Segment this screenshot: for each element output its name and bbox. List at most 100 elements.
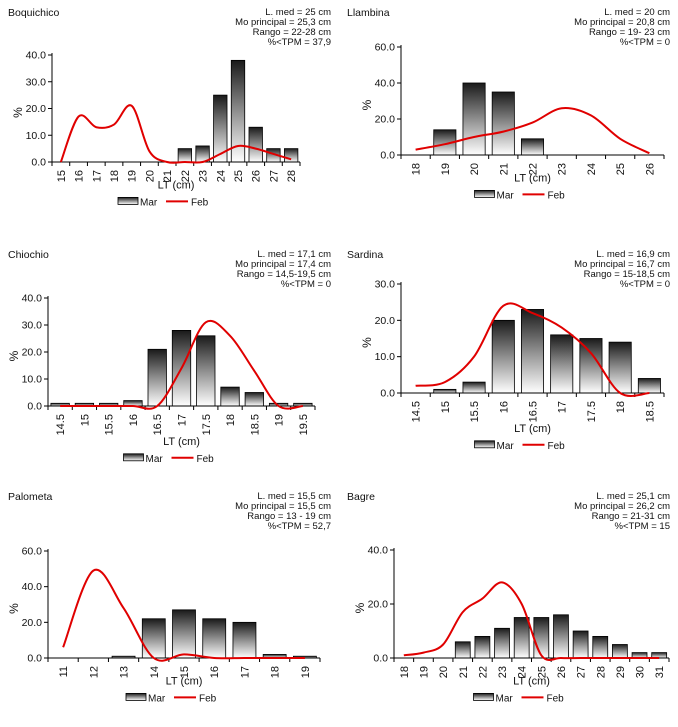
bar-mar <box>474 635 491 659</box>
stat-line: L. med = 15,5 cm <box>257 491 331 502</box>
bar-mar <box>592 635 609 659</box>
y-tick-label: 20.0 <box>26 103 47 115</box>
x-tick-label: 20 <box>144 170 156 182</box>
chart-title: Boquichico <box>8 7 60 19</box>
legend-bar-label: Mar <box>148 693 166 704</box>
x-axis-label: LT (cm) <box>513 675 550 687</box>
x-tick-label: 30 <box>635 666 647 678</box>
stat-line: L. med = 20 cm <box>604 7 670 18</box>
y-tick-label: 40.0 <box>22 293 43 305</box>
legend-bar-label: Mar <box>496 693 514 704</box>
y-tick-label: 0.0 <box>380 388 395 400</box>
x-tick-label: 20 <box>469 163 481 175</box>
stat-line: %<TPM = 37,9 <box>268 37 331 48</box>
bar-mar <box>520 138 545 156</box>
x-tick-label: 22 <box>528 163 540 175</box>
y-tick-label: 30.0 <box>26 76 47 88</box>
stat-line: Mo principal = 26,2 cm <box>574 501 670 512</box>
x-tick-label: 19.5 <box>298 414 310 435</box>
bar-mar <box>491 91 515 156</box>
y-axis-label: % <box>360 337 374 348</box>
x-tick-label: 24 <box>586 163 598 175</box>
stat-line: Mo principal = 25,3 cm <box>235 17 331 28</box>
legend: Mar Feb <box>123 453 214 465</box>
chart-panel-boquichico: Boquichico L. med = 25 cm Mo principal = 2… <box>0 0 339 242</box>
chart-title: Bagre <box>347 491 375 503</box>
stat-line: %<TPM = 15 <box>615 521 670 532</box>
x-tick-label: 22 <box>180 170 192 182</box>
stat-line: %<TPM = 0 <box>620 279 670 290</box>
x-tick-label: 17 <box>557 401 569 413</box>
x-tick-label: 21 <box>498 163 510 175</box>
x-tick-label: 15 <box>79 414 91 426</box>
x-tick-label: 18 <box>225 414 237 426</box>
y-tick-label: 30.0 <box>22 320 43 332</box>
x-tick-label: 18.5 <box>644 401 656 422</box>
x-tick-label: 17.5 <box>586 401 598 422</box>
y-tick-label: 10.0 <box>22 374 43 386</box>
x-tick-label: 25 <box>536 666 548 678</box>
stat-line: Rango = 14,5-19,5 cm <box>237 269 331 280</box>
x-tick-label: 16.5 <box>528 401 540 422</box>
chart-panel-llambina: Llambina L. med = 20 cm Mo principal = 20,… <box>339 0 678 242</box>
bar-mar <box>454 641 471 659</box>
x-tick-label: 18 <box>109 170 121 182</box>
y-tick-label: 40.0 <box>26 50 47 62</box>
y-tick-label: 60.0 <box>22 546 43 558</box>
stat-line: Rango = 15-18,5 cm <box>584 269 670 280</box>
stat-line: %<TPM = 0 <box>281 279 331 290</box>
stat-line: L. med = 25,1 cm <box>596 491 670 502</box>
legend: Mar Feb <box>125 692 217 704</box>
bar-mar <box>533 617 550 659</box>
line-feb <box>62 568 305 662</box>
bar-mar <box>141 618 166 659</box>
y-tick-label: 20.0 <box>22 617 43 629</box>
x-tick-label: 17 <box>177 414 189 426</box>
y-axis-label: % <box>11 107 25 118</box>
x-tick-label: 26 <box>644 163 656 175</box>
x-tick-label: 26 <box>251 170 263 182</box>
bar-mar <box>550 334 574 394</box>
x-tick-label: 14.5 <box>55 414 67 435</box>
x-tick-label: 12 <box>88 666 100 678</box>
line-feb <box>415 302 650 397</box>
stat-line: Mo principal = 17,4 cm <box>235 259 331 270</box>
legend-bar-label: Mar <box>146 454 164 465</box>
x-tick-label: 18 <box>615 401 627 413</box>
y-tick-label: 0.0 <box>31 157 46 169</box>
x-tick-label: 21 <box>458 666 470 678</box>
bar-mar <box>232 621 257 659</box>
y-tick-label: 40.0 <box>368 545 389 557</box>
stat-line: Rango = 19- 23 cm <box>589 27 670 38</box>
x-tick-label: 13 <box>119 666 131 678</box>
legend-bar-swatch <box>474 440 495 449</box>
chart-title: Sardina <box>347 249 383 261</box>
y-tick-label: 10.0 <box>375 351 396 363</box>
x-tick-label: 16 <box>498 401 510 413</box>
stat-line: L. med = 25 cm <box>265 7 331 18</box>
stat-line: Mo principal = 20,8 cm <box>574 17 670 28</box>
x-tick-label: 19 <box>418 666 430 678</box>
x-tick-label: 16 <box>128 414 140 426</box>
legend-bar-label: Mar <box>497 441 515 452</box>
legend: Mar Feb <box>117 196 209 208</box>
y-axis-label: % <box>353 602 367 613</box>
y-tick-label: 20.0 <box>368 599 389 611</box>
x-tick-label: 24 <box>215 170 227 182</box>
x-tick-label: 23 <box>198 170 210 182</box>
x-tick-label: 18 <box>270 666 282 678</box>
x-tick-label: 28 <box>286 170 298 182</box>
y-axis-label: % <box>360 99 374 110</box>
x-tick-label: 20 <box>438 666 450 678</box>
y-tick-label: 10.0 <box>26 130 47 142</box>
bar-mar <box>220 386 240 407</box>
bar-mar <box>244 392 264 407</box>
bar-mar <box>572 630 589 659</box>
bar-mar <box>202 618 227 659</box>
legend-bar-label: Mar <box>140 197 158 208</box>
x-tick-label: 16 <box>74 170 86 182</box>
y-tick-label: 40.0 <box>22 581 43 593</box>
y-tick-label: 0.0 <box>373 653 388 665</box>
